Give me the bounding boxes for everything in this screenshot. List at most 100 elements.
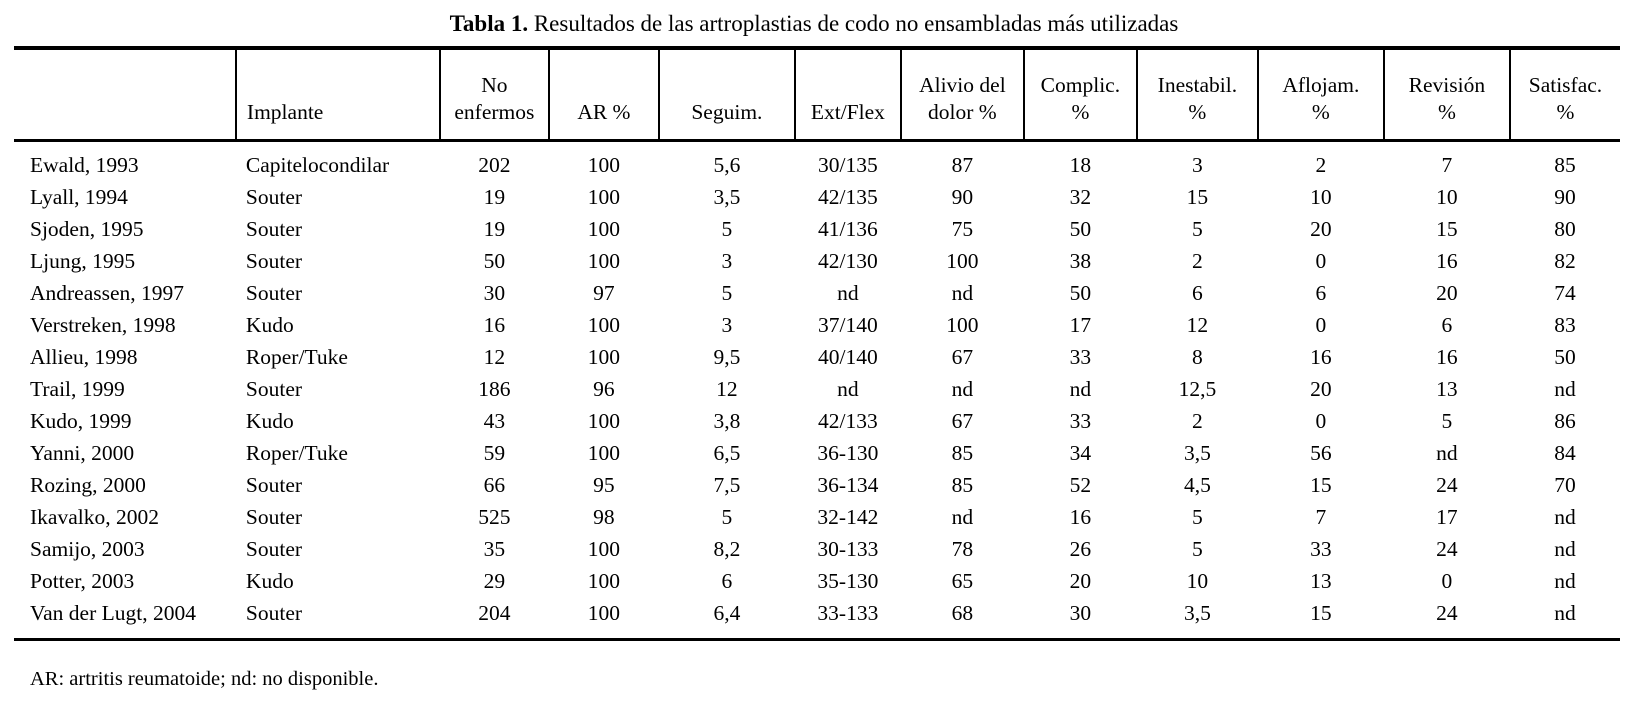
cell-inestabilidad: 2 <box>1192 248 1203 273</box>
cell-alivio-dolor: nd <box>951 280 974 305</box>
cell-no-enfermos: 525 <box>478 504 511 529</box>
cell-complicaciones: 33 <box>1069 344 1092 369</box>
cell-ar-pct: 100 <box>587 568 621 593</box>
cell-no-enfermos: 35 <box>483 536 506 561</box>
cell-seguimiento: 3,8 <box>713 408 741 433</box>
cell-seguimiento: 5 <box>721 504 733 529</box>
cell-aflojamiento: 56 <box>1310 440 1332 465</box>
cell-aflojamiento: 13 <box>1310 568 1332 593</box>
table-header-row: Implante No enfermos AR % Seguim. Ext/Fl… <box>14 48 1620 142</box>
cell-seguimiento: 7,5 <box>713 472 741 497</box>
cell-satisfaccion: 83 <box>1554 312 1576 337</box>
cell-alivio-dolor: nd <box>951 376 974 401</box>
cell-complicaciones: 33 <box>1069 408 1092 433</box>
table-row: Rozing, 2000 Souter 66 95 7,5 36-134 85 … <box>14 469 1620 501</box>
cell-seguimiento: 3 <box>721 312 733 337</box>
cell-inestabilidad: 10 <box>1186 568 1209 593</box>
cell-implante: Roper/Tuke <box>245 440 348 465</box>
column-header-complicaciones: Complic. % <box>1022 48 1137 142</box>
cell-aflojamiento: 7 <box>1315 504 1327 529</box>
cell-implante: Souter <box>245 248 303 273</box>
cell-revision: 10 <box>1436 184 1458 209</box>
cell-implante: Souter <box>245 600 303 625</box>
cell-ext-flex: 33-133 <box>817 600 879 625</box>
cell-satisfaccion: nd <box>1554 600 1576 625</box>
cell-implante: Souter <box>245 216 303 241</box>
cell-inestabilidad: 5 <box>1192 216 1203 241</box>
cell-ar-pct: 97 <box>593 280 615 305</box>
cell-alivio-dolor: 65 <box>951 568 974 593</box>
cell-inestabilidad: 3,5 <box>1183 440 1211 465</box>
cell-aflojamiento: 0 <box>1315 408 1327 433</box>
cell-no-enfermos: 19 <box>483 216 506 241</box>
table-row: Yanni, 2000 Roper/Tuke 59 100 6,5 36-130… <box>14 437 1620 469</box>
cell-ar-pct: 100 <box>587 184 621 209</box>
cell-seguimiento: 8,2 <box>713 536 741 561</box>
cell-seguimiento: 12 <box>716 376 738 401</box>
results-table: Implante No enfermos AR % Seguim. Ext/Fl… <box>14 46 1620 641</box>
cell-ext-flex: 36-134 <box>817 472 879 497</box>
cell-study: Potter, 2003 <box>30 568 135 593</box>
column-header-revision: Revisión % <box>1382 48 1510 142</box>
cell-inestabilidad: 3,5 <box>1183 600 1211 625</box>
cell-inestabilidad: 3 <box>1192 152 1203 177</box>
cell-alivio-dolor: 67 <box>951 408 974 433</box>
cell-satisfaccion: 85 <box>1554 152 1576 177</box>
cell-complicaciones: 20 <box>1069 568 1092 593</box>
cell-revision: 17 <box>1436 504 1458 529</box>
cell-alivio-dolor: 67 <box>951 344 974 369</box>
cell-satisfaccion: 50 <box>1554 344 1576 369</box>
cell-alivio-dolor: nd <box>951 504 974 529</box>
cell-alivio-dolor: 100 <box>946 248 979 273</box>
cell-ext-flex: 42/130 <box>818 248 878 273</box>
cell-revision: 24 <box>1436 536 1458 561</box>
cell-ar-pct: 100 <box>587 344 621 369</box>
cell-ar-pct: 98 <box>593 504 615 529</box>
table-row: Sjoden, 1995 Souter 19 100 5 41/136 75 5… <box>14 213 1620 245</box>
cell-implante: Capitelocondilar <box>245 152 390 177</box>
cell-revision: 20 <box>1436 280 1458 305</box>
cell-implante: Kudo <box>245 312 294 337</box>
cell-ar-pct: 100 <box>587 216 621 241</box>
cell-study: Rozing, 2000 <box>30 472 146 497</box>
cell-ext-flex: 30/135 <box>818 152 878 177</box>
cell-ext-flex: 32-142 <box>817 504 879 529</box>
cell-satisfaccion: nd <box>1554 504 1576 529</box>
column-header-inestabilidad: Inestabil. % <box>1135 48 1258 142</box>
cell-satisfaccion: 74 <box>1554 280 1576 305</box>
cell-study: Andreassen, 1997 <box>30 280 185 305</box>
cell-revision: 16 <box>1436 248 1458 273</box>
column-header-seguimiento: Seguim. <box>657 48 795 142</box>
cell-study: Sjoden, 1995 <box>30 216 144 241</box>
cell-implante: Souter <box>245 376 303 401</box>
table-row: Van der Lugt, 2004 Souter 204 100 6,4 33… <box>14 597 1620 640</box>
cell-alivio-dolor: 68 <box>951 600 974 625</box>
cell-alivio-dolor: 90 <box>951 184 974 209</box>
cell-no-enfermos: 16 <box>483 312 506 337</box>
cell-seguimiento: 6 <box>721 568 733 593</box>
table-row: Kudo, 1999 Kudo 43 100 3,8 42/133 67 33 … <box>14 405 1620 437</box>
cell-aflojamiento: 15 <box>1310 472 1332 497</box>
cell-ext-flex: 36-130 <box>817 440 879 465</box>
cell-study: Ikavalko, 2002 <box>30 504 159 529</box>
cell-revision: 24 <box>1436 600 1458 625</box>
table-row: Samijo, 2003 Souter 35 100 8,2 30-133 78… <box>14 533 1620 565</box>
cell-aflojamiento: 20 <box>1310 376 1332 401</box>
column-header-no-enfermos: No enfermos <box>438 48 549 142</box>
cell-implante: Souter <box>245 184 303 209</box>
cell-study: Ljung, 1995 <box>30 248 136 273</box>
cell-study: Ewald, 1993 <box>30 152 139 177</box>
cell-complicaciones: 52 <box>1069 472 1092 497</box>
cell-study: Kudo, 1999 <box>30 408 132 433</box>
cell-no-enfermos: 204 <box>478 600 511 625</box>
cell-seguimiento: 3 <box>721 248 733 273</box>
cell-implante: Souter <box>245 536 303 561</box>
cell-ar-pct: 100 <box>587 440 621 465</box>
column-header-satisfaccion: Satisfac. % <box>1508 48 1620 142</box>
cell-revision: 24 <box>1436 472 1458 497</box>
cell-ar-pct: 100 <box>587 248 621 273</box>
cell-seguimiento: 5,6 <box>713 152 741 177</box>
cell-aflojamiento: 33 <box>1310 536 1332 561</box>
table-row: Ljung, 1995 Souter 50 100 3 42/130 100 3… <box>14 245 1620 277</box>
